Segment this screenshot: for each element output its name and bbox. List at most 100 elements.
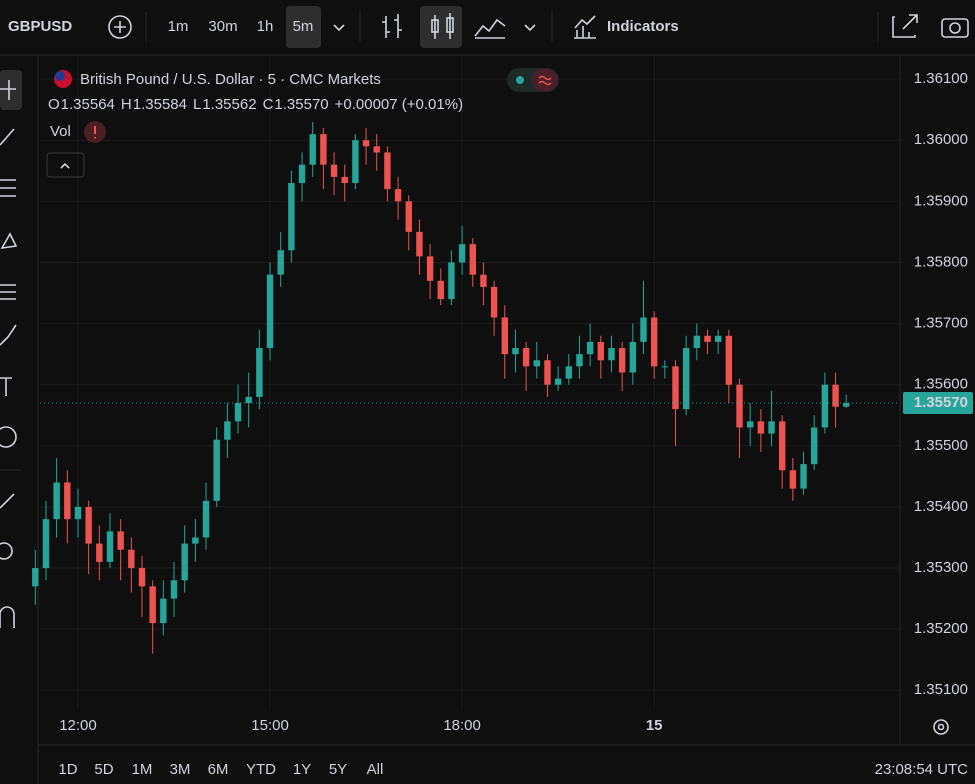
interval-dropdown[interactable] — [333, 24, 345, 32]
candle-body — [42, 519, 50, 569]
icon-tool[interactable] — [0, 426, 17, 448]
ohlc-row: O 1.35564 H 1.35584 L 1.35562 C 1.35570 … — [48, 96, 463, 113]
candle-body — [416, 231, 423, 257]
candle-body — [746, 421, 754, 428]
candle-body — [565, 366, 573, 379]
snapshot-icon[interactable] — [941, 18, 969, 38]
candle-body — [373, 146, 380, 153]
volume-label: Vol — [50, 123, 71, 140]
interval-button[interactable]: 1h — [257, 18, 274, 35]
candle-body — [192, 537, 199, 544]
candle-body — [224, 421, 231, 440]
area-icon[interactable] — [474, 18, 506, 39]
range-button[interactable]: YTD — [246, 761, 276, 778]
candle-body — [309, 134, 316, 165]
zoom-tool[interactable] — [0, 542, 13, 560]
interval-button[interactable]: 5m — [293, 18, 314, 35]
indicators-icon[interactable] — [574, 15, 596, 39]
y-tick-label: 1.35400 — [914, 498, 968, 515]
range-button[interactable]: 3M — [170, 761, 191, 778]
last-price-tag — [903, 392, 973, 415]
interval-button[interactable]: 30m — [208, 18, 237, 35]
y-tick-label: 1.35900 — [914, 192, 968, 209]
ohlc-value: 1.35564 — [61, 96, 115, 113]
ohlc-value: 1.35570 — [274, 96, 328, 113]
ohlc-label: C — [263, 96, 274, 113]
candle-body — [640, 317, 647, 342]
fib-tool[interactable] — [0, 179, 16, 197]
range-button[interactable]: 5D — [94, 761, 113, 778]
compare-button[interactable] — [108, 15, 132, 39]
candle-body — [64, 482, 71, 520]
candle-body — [736, 384, 743, 428]
bars-icon[interactable] — [382, 14, 402, 38]
trendline-tool[interactable] — [0, 128, 15, 146]
candle-body — [544, 360, 551, 385]
candle-body — [266, 274, 274, 349]
brush-tool[interactable] — [0, 324, 17, 346]
range-button[interactable]: 1M — [132, 761, 153, 778]
range-button[interactable]: 1D — [58, 761, 77, 778]
candle-body — [128, 549, 135, 569]
pattern-tool[interactable] — [0, 232, 18, 250]
text-tool[interactable] — [0, 377, 12, 396]
range-button[interactable]: 6M — [208, 761, 229, 778]
candle-body — [394, 189, 402, 202]
candle-body — [618, 348, 626, 373]
candle-body — [405, 201, 412, 232]
symbol[interactable]: GBPUSD — [8, 18, 72, 35]
candle-body — [533, 360, 540, 367]
candle-body — [811, 427, 818, 465]
cursor-tool[interactable] — [0, 80, 16, 100]
range-button[interactable]: All — [367, 761, 384, 778]
ohlc-value: 1.35562 — [202, 96, 256, 113]
candle-body — [597, 341, 605, 361]
candle-body — [650, 317, 658, 367]
indicators-button[interactable]: Indicators — [607, 18, 679, 35]
candle-body — [480, 274, 487, 287]
candle-body — [85, 506, 92, 544]
settings-button[interactable] — [933, 719, 949, 735]
candle-body — [554, 378, 562, 385]
y-tick-label: 1.35500 — [914, 437, 968, 454]
prediction-tool[interactable] — [0, 284, 16, 300]
candle-body — [682, 348, 690, 410]
candle-body — [74, 506, 82, 520]
last-price-label: 1.35570 — [914, 394, 968, 411]
y-tick-label: 1.35800 — [914, 253, 968, 270]
y-tick-label: 1.35600 — [914, 376, 968, 393]
market-open-dot — [516, 76, 524, 84]
candle-body — [234, 403, 242, 422]
candle-body — [576, 354, 583, 367]
y-tick-label: 1.35700 — [914, 315, 968, 332]
ohlc-value: 1.35584 — [133, 96, 187, 113]
measure-tool[interactable] — [0, 493, 15, 509]
x-tick-label: 12:00 — [59, 717, 97, 734]
range-button[interactable]: 5Y — [329, 761, 347, 778]
candle-body — [138, 568, 146, 587]
y-tick-label: 1.35100 — [914, 681, 968, 698]
delay-icon — [538, 75, 552, 86]
candle-body — [522, 348, 530, 367]
snapshot-lens — [949, 22, 961, 34]
magnet-tool[interactable] — [0, 606, 15, 628]
chart-type-dropdown[interactable] — [524, 24, 536, 32]
candle-body — [757, 421, 765, 434]
x-tick-label: 18:00 — [443, 717, 481, 734]
y-tick-label: 1.35200 — [914, 620, 968, 637]
plot — [32, 121, 900, 654]
candle-body — [501, 317, 508, 355]
range-button[interactable]: 1Y — [293, 761, 311, 778]
flag-icon — [55, 71, 65, 81]
candle-body — [96, 543, 103, 562]
candle-body — [661, 366, 669, 368]
candle-body — [256, 348, 263, 397]
candle-body — [426, 256, 434, 281]
candle-body — [469, 244, 476, 275]
y-tick-label: 1.36100 — [914, 70, 968, 87]
popout-icon[interactable] — [892, 14, 918, 38]
y-tick-label: 1.36000 — [914, 131, 968, 148]
collapse-button[interactable] — [46, 152, 85, 178]
interval-button[interactable]: 1m — [168, 18, 189, 35]
